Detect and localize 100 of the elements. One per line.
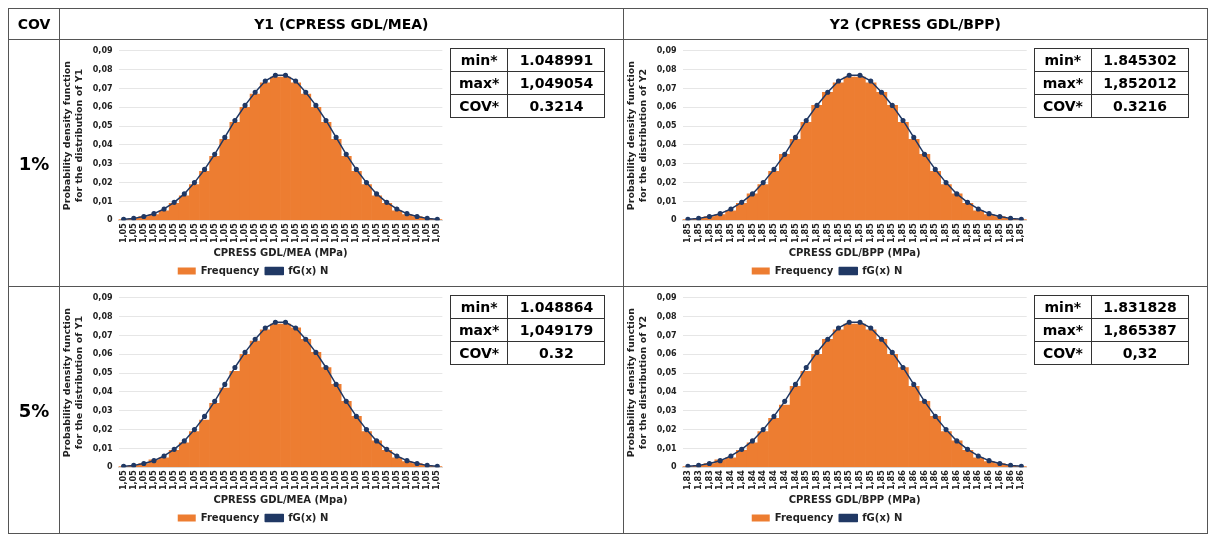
text: COV: [8, 8, 60, 40]
y-tick-label: 0,01: [656, 443, 677, 453]
y-tick-label: 0,01: [656, 196, 677, 206]
x-tick-label: 1,05: [169, 469, 179, 491]
x-tick-label: 1,86: [973, 469, 983, 491]
y-tick-label: 0,01: [92, 196, 113, 206]
x-tick-label: 1,05: [321, 222, 331, 244]
x-tick-label: 1,85: [833, 469, 843, 491]
y-tick-label: 0,08: [656, 64, 677, 74]
x-tick-label: 1,05: [128, 222, 138, 244]
x-tick-label: 1,85: [973, 222, 983, 244]
y-tick-label: 0: [670, 215, 677, 225]
y-tick-label: 0,04: [656, 140, 677, 150]
x-tick-label: 1,85: [1005, 222, 1015, 244]
y-tick-label: 0,01: [92, 443, 113, 453]
x-tick-label: 1,85: [790, 222, 800, 244]
x-tick-label: 1,05: [331, 222, 341, 244]
x-tick-label: 1,85: [983, 222, 993, 244]
x-axis-title: CPRESS GDL/MEA (Mpa): [213, 493, 348, 505]
y-tick-label: 0,02: [92, 177, 113, 187]
y-tick-label: 0,07: [92, 330, 113, 340]
x-tick-label: 1,85: [714, 222, 724, 244]
text: 1,049054: [507, 71, 605, 95]
x-tick-label: 1,85: [1016, 222, 1026, 244]
x-tick-label: 1,05: [149, 469, 159, 491]
x-tick-label: 1,85: [757, 222, 767, 244]
text: 0,32: [1091, 341, 1189, 365]
text: 1,865387: [1091, 318, 1189, 342]
y-tick-label: 0,06: [92, 102, 113, 112]
y-tick-label: 0,02: [92, 424, 113, 434]
x-tick-label: 1,05: [219, 222, 229, 244]
x-tick-label: 1,05: [412, 222, 422, 244]
text: min*: [1034, 295, 1092, 319]
y-tick-label: 0,03: [92, 158, 113, 168]
text: COV*: [1034, 94, 1092, 118]
x-tick-label: 1,05: [209, 469, 219, 491]
y-tick-label: 0: [670, 462, 677, 472]
y-tick-label: 0,02: [656, 424, 677, 434]
y-tick-label: 0,07: [92, 83, 113, 93]
text: COV*: [1034, 341, 1092, 365]
legend-label: Frequency: [774, 511, 834, 523]
text: max*: [1034, 318, 1092, 342]
x-tick-label: 1,85: [725, 222, 735, 244]
text: max*: [1034, 71, 1092, 95]
y-tick-label: 0,05: [656, 368, 677, 378]
x-tick-label: 1,05: [310, 469, 320, 491]
x-tick-label: 1,86: [908, 469, 918, 491]
legend-label: fG(x) N: [288, 511, 329, 523]
x-tick-label: 1,05: [138, 469, 148, 491]
x-tick-label: 1,05: [432, 469, 442, 491]
x-tick-label: 1,85: [682, 222, 692, 244]
x-tick-label: 1,05: [422, 469, 432, 491]
y-tick-label: 0,09: [656, 292, 677, 302]
x-tick-label: 1,05: [341, 222, 351, 244]
x-tick-label: 1,05: [270, 469, 280, 491]
x-tick-label: 1,05: [331, 469, 341, 491]
x-tick-label: 1,83: [693, 470, 703, 491]
text: 0.3216: [1091, 94, 1189, 118]
x-tick-label: 1,86: [1005, 469, 1015, 491]
y-tick-label: 0,07: [656, 83, 677, 93]
x-tick-label: 1,05: [209, 222, 219, 244]
text: min*: [450, 48, 508, 72]
x-tick-label: 1,05: [381, 222, 391, 244]
legend-label: fG(x) N: [861, 511, 902, 523]
x-tick-label: 1,05: [422, 222, 432, 244]
x-tick-label: 1,05: [260, 222, 270, 244]
x-axis-title: CPRESS GDL/BPP (MPa): [788, 246, 921, 258]
x-tick-label: 1,05: [118, 469, 128, 491]
x-tick-label: 1,05: [159, 469, 169, 491]
x-tick-label: 1,05: [391, 469, 401, 491]
x-tick-label: 1,85: [768, 222, 778, 244]
x-tick-label: 1,85: [876, 469, 886, 491]
y-tick-label: 0,08: [656, 311, 677, 321]
x-tick-label: 1,05: [290, 469, 300, 491]
x-tick-label: 1,84: [714, 469, 724, 491]
x-tick-label: 1,05: [270, 222, 280, 244]
text: 5%: [8, 286, 60, 534]
text: max*: [450, 318, 508, 342]
y-tick-label: 0,09: [656, 45, 677, 55]
x-tick-label: 1,85: [865, 469, 875, 491]
x-tick-label: 1,85: [962, 222, 972, 244]
x-tick-label: 1,84: [725, 469, 735, 491]
y-tick-label: 0,06: [656, 349, 677, 359]
x-tick-label: 1,05: [240, 469, 250, 491]
x-tick-label: 1,05: [371, 469, 381, 491]
x-tick-label: 1,85: [908, 222, 918, 244]
x-tick-label: 1,83: [682, 470, 692, 491]
x-tick-label: 1,05: [310, 222, 320, 244]
x-tick-label: 1,05: [321, 469, 331, 491]
x-tick-label: 1,86: [919, 469, 929, 491]
x-tick-label: 1,86: [962, 469, 972, 491]
x-tick-label: 1,05: [260, 469, 270, 491]
text: COV*: [450, 341, 508, 365]
x-tick-label: 1,05: [402, 469, 412, 491]
x-tick-label: 1,85: [843, 222, 853, 244]
x-tick-label: 1,85: [930, 222, 940, 244]
x-tick-label: 1,85: [811, 469, 821, 491]
y-tick-label: 0: [106, 215, 113, 225]
x-tick-label: 1,05: [169, 222, 179, 244]
x-tick-label: 1,05: [229, 469, 239, 491]
